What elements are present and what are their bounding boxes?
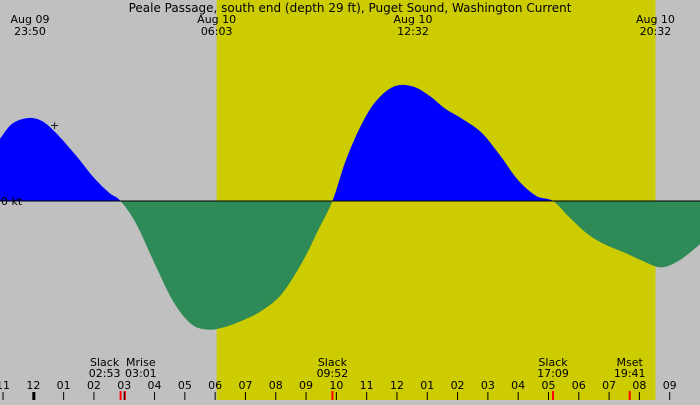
hour-tick [517,392,519,400]
hour-tick [214,392,216,400]
hour-tick-label: 02 [87,379,101,392]
hour-tick-label: 05 [178,379,192,392]
hour-tick [2,392,4,400]
hour-tick [275,392,277,400]
hour-tick-label: 03 [481,379,495,392]
hour-tick-label: 03 [117,379,131,392]
hour-tick [608,392,610,400]
event-time-label: 19:41 [614,367,646,380]
hour-tick-label: 06 [208,379,222,392]
top-time-label: 12:32 [397,25,429,38]
hour-tick [547,392,549,400]
hour-tick-label: 12 [390,379,404,392]
event-name-label: Mrise [126,356,156,369]
event-name-label: Slack [318,356,348,369]
hour-tick [487,392,489,400]
hour-tick-label: 05 [541,379,555,392]
hour-tick [305,392,307,400]
hour-tick-label: 08 [269,379,283,392]
hour-tick-label: 02 [451,379,465,392]
hour-tick-label: 06 [572,379,586,392]
event-tick [123,391,126,400]
hour-tick-label: 12 [26,379,40,392]
top-time-label: 06:03 [201,25,233,38]
ebb-current-area [0,201,700,330]
event-name-label: Mset [617,356,644,369]
zero-kt-label: 0 kt [1,195,23,208]
top-time-label: 20:32 [640,25,672,38]
hour-tick [32,392,36,400]
hour-tick-label: 11 [0,379,10,392]
event-time-label: 02:53 [89,367,121,380]
hour-tick [669,392,671,400]
hour-tick-label: 04 [148,379,162,392]
top-date-label: Aug 10 [197,13,236,26]
event-time-label: 09:52 [317,367,349,380]
hour-tick-label: 11 [360,379,374,392]
event-time-label: 17:09 [537,367,569,380]
hour-tick [578,392,580,400]
hour-tick [366,392,368,400]
event-time-label: 03:01 [125,367,157,380]
event-name-label: Slack [90,356,120,369]
hour-tick [426,392,428,400]
top-date-label: Aug 09 [11,13,50,26]
hour-tick [154,392,156,400]
hour-tick-label: 07 [238,379,252,392]
hour-tick-label: 01 [420,379,434,392]
hour-tick [457,392,459,400]
top-time-label: 23:50 [14,25,46,38]
chart-title: Peale Passage, south end (depth 29 ft), … [129,1,572,15]
hour-tick-label: 01 [57,379,71,392]
hour-tick-label: 09 [663,379,677,392]
hour-tick [335,392,337,400]
top-date-label: Aug 10 [636,13,675,26]
hour-tick [93,392,95,400]
hour-tick [638,392,640,400]
event-tick [552,391,555,400]
hour-tick-label: 10 [329,379,343,392]
hour-tick [123,392,125,400]
hour-tick [244,392,246,400]
hour-tick-label: 09 [299,379,313,392]
event-tick [331,391,334,400]
hour-tick-label: 04 [511,379,525,392]
hour-tick [63,392,65,400]
flood-current-area [0,84,700,201]
event-tick [119,391,122,400]
event-name-label: Slack [538,356,568,369]
hour-tick [396,392,398,400]
hour-tick-label: 08 [632,379,646,392]
top-date-label: Aug 10 [394,13,433,26]
event-tick [628,391,631,400]
max-flood-marker: + [50,119,59,132]
hour-tick [184,392,186,400]
hour-tick-label: 07 [602,379,616,392]
